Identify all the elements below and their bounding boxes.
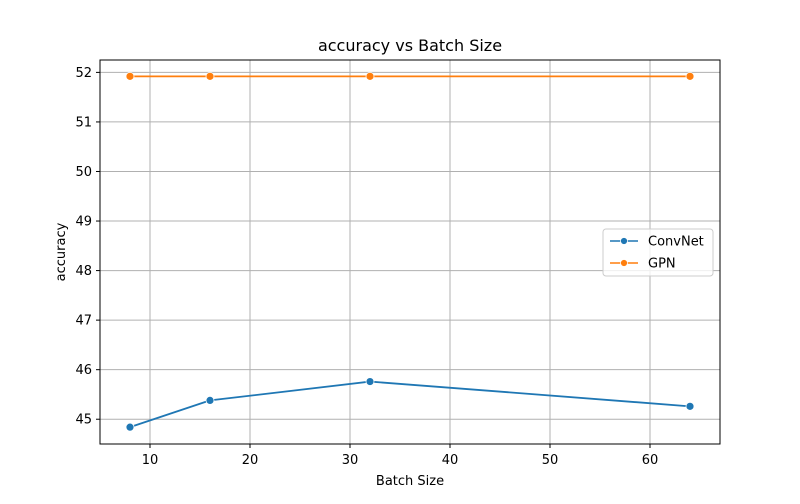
data-point-convnet	[125, 422, 135, 432]
y-tick-label: 52	[75, 66, 92, 81]
axis-ticks: 10 20 30 40 50 60 45 46 47 48 49 50 51 52	[75, 66, 658, 468]
data-point-convnet	[685, 401, 695, 411]
data-point-gpn	[365, 71, 375, 81]
data-point-convnet	[205, 395, 215, 405]
y-tick-label: 49	[75, 215, 92, 230]
legend-marker-gpn	[620, 259, 628, 267]
chart-title: accuracy vs Batch Size	[318, 36, 502, 55]
data-point-gpn	[205, 71, 215, 81]
series-layer	[125, 71, 695, 432]
x-tick-label: 60	[642, 453, 659, 468]
data-point-convnet	[365, 377, 375, 386]
x-tick-label: 50	[542, 453, 559, 468]
legend-label-gpn: GPN	[648, 257, 676, 272]
legend-marker-convnet	[620, 237, 628, 245]
x-tick-label: 20	[242, 453, 259, 468]
plot-frame	[99, 59, 721, 445]
y-tick-label: 45	[75, 413, 92, 428]
data-point-gpn	[125, 71, 135, 81]
x-tick-label: 40	[442, 453, 459, 468]
x-tick-label: 30	[342, 453, 359, 468]
series-line-convnet	[129, 380, 691, 429]
y-tick-label: 47	[75, 314, 92, 329]
y-axis-label: accuracy	[54, 222, 69, 281]
y-tick-label: 50	[75, 165, 92, 180]
x-axis-label: Batch Size	[376, 474, 444, 489]
legend: ConvNet GPN	[602, 228, 714, 277]
y-tick-label: 48	[75, 264, 92, 279]
data-point-gpn	[685, 71, 695, 81]
y-tick-label: 51	[75, 115, 92, 130]
y-tick-label: 46	[75, 363, 92, 378]
x-tick-label: 10	[142, 453, 159, 468]
legend-label-convnet: ConvNet	[648, 235, 704, 250]
